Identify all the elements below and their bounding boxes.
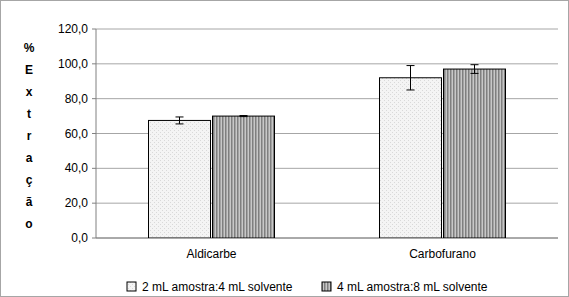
tick-label: 100,0 bbox=[58, 57, 88, 71]
error-cap bbox=[176, 123, 184, 124]
error-bar bbox=[471, 65, 479, 74]
legend-label: 2 mL amostra:4 mL solvente bbox=[142, 280, 293, 294]
error-bar bbox=[407, 66, 415, 90]
chart-frame bbox=[1, 1, 569, 297]
tick-mark bbox=[92, 63, 96, 64]
tick-mark bbox=[92, 29, 96, 30]
tick-label: 80,0 bbox=[65, 92, 89, 106]
error-bar bbox=[240, 116, 248, 117]
tick-mark bbox=[92, 238, 96, 239]
error-cap bbox=[407, 65, 415, 66]
tick-label: 0,0 bbox=[71, 231, 88, 245]
bars bbox=[149, 69, 506, 238]
bar bbox=[444, 69, 506, 238]
tick-label: 60,0 bbox=[65, 127, 89, 141]
grid-line bbox=[96, 29, 558, 30]
tick-mark bbox=[92, 168, 96, 169]
error-stem bbox=[410, 66, 411, 90]
category-label: Aldicarbe bbox=[186, 247, 236, 261]
bar bbox=[149, 120, 211, 238]
error-cap bbox=[240, 115, 248, 116]
error-cap bbox=[176, 116, 184, 117]
chart: 0,0 20,0 40,0 60,0 80,0 100,0 120,0 %Extração Al… bbox=[0, 0, 569, 297]
tick-label: 40,0 bbox=[65, 161, 89, 175]
grid-line bbox=[96, 63, 558, 64]
error-stem bbox=[179, 117, 180, 124]
tick-mark bbox=[92, 133, 96, 134]
error-cap bbox=[471, 73, 479, 74]
y-axis bbox=[96, 29, 97, 238]
legend-swatch bbox=[322, 282, 331, 291]
bar bbox=[213, 116, 275, 238]
y-axis-label: %Extração bbox=[24, 41, 35, 231]
legend-swatch bbox=[127, 282, 136, 291]
tick-mark bbox=[92, 203, 96, 204]
error-cap bbox=[407, 89, 415, 90]
legend-label: 4 mL amostra:8 mL solvente bbox=[337, 280, 488, 294]
category-label: Carbofurano bbox=[409, 247, 476, 261]
bar bbox=[380, 78, 442, 238]
error-cap bbox=[471, 64, 479, 65]
tick-mark bbox=[92, 98, 96, 99]
error-cap bbox=[240, 116, 248, 117]
tick-label: 120,0 bbox=[58, 22, 88, 36]
tick-label: 20,0 bbox=[65, 196, 89, 210]
error-stem bbox=[474, 65, 475, 74]
error-bars bbox=[176, 65, 479, 124]
error-bar bbox=[176, 117, 184, 124]
